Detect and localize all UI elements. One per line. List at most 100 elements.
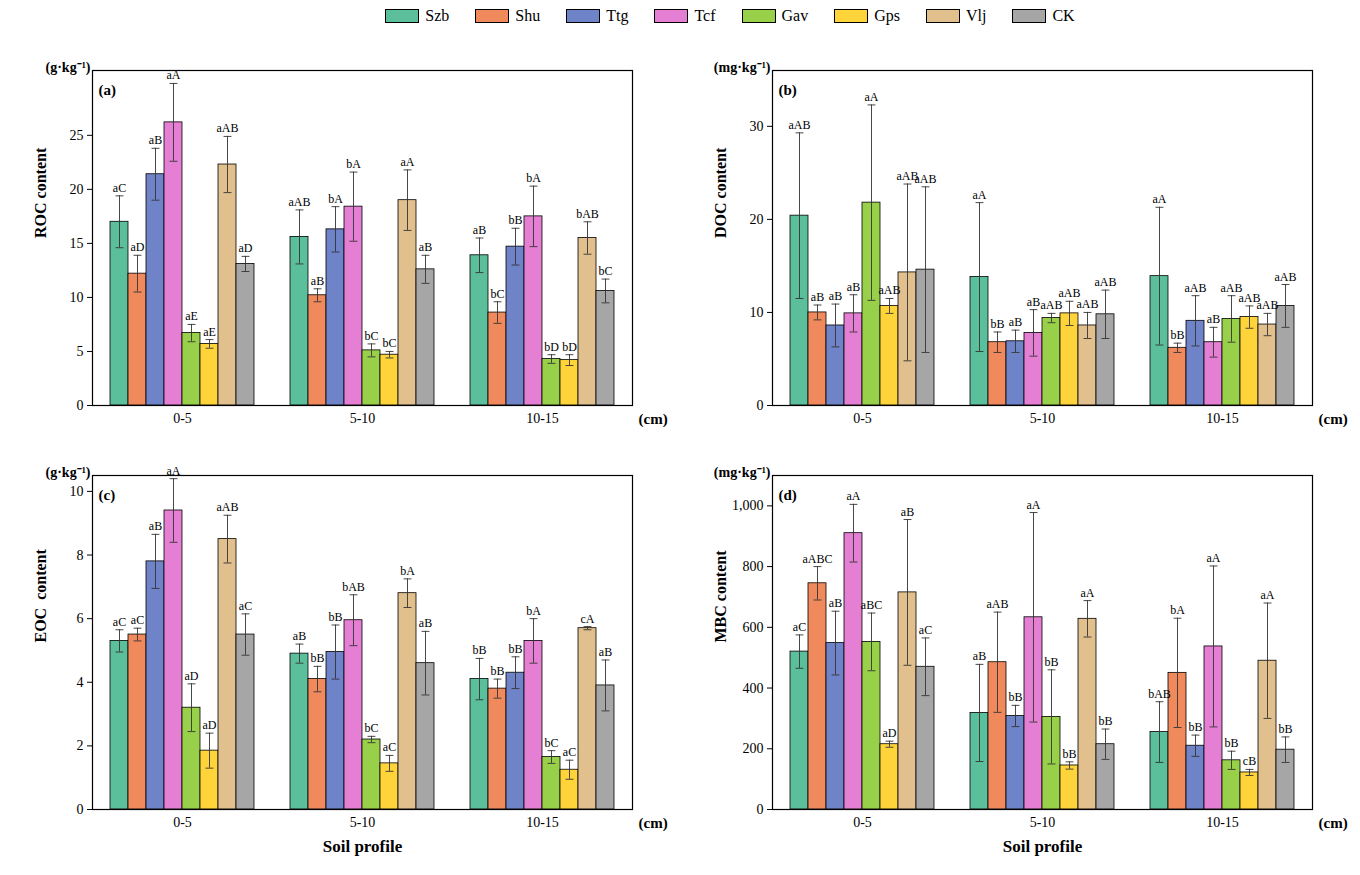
svg-text:aAB: aAB: [1185, 281, 1207, 295]
svg-text:aC: aC: [113, 181, 126, 195]
svg-text:20: 20: [750, 212, 764, 227]
svg-text:bB: bB: [472, 643, 486, 657]
svg-text:10-15: 10-15: [1206, 815, 1239, 830]
svg-text:EOC content: EOC content: [32, 549, 49, 643]
svg-text:bB: bB: [328, 610, 342, 624]
svg-text:aB: aB: [599, 645, 612, 659]
svg-text:bA: bA: [400, 564, 415, 578]
svg-text:aB: aB: [829, 289, 842, 303]
svg-text:10: 10: [750, 305, 764, 320]
svg-text:aD: aD: [203, 718, 217, 732]
svg-text:aB: aB: [149, 133, 162, 147]
svg-text:aAB: aAB: [289, 195, 311, 209]
svg-text:aAB: aAB: [1077, 297, 1099, 311]
svg-text:(mg·kg⁻¹): (mg·kg⁻¹): [714, 60, 771, 76]
svg-text:Soil profile: Soil profile: [1003, 837, 1083, 856]
svg-text:bB: bB: [1062, 747, 1076, 761]
svg-text:aC: aC: [919, 623, 932, 637]
svg-text:0-5: 0-5: [853, 411, 872, 426]
svg-text:aA: aA: [1153, 192, 1167, 206]
svg-text:aB: aB: [829, 596, 842, 610]
svg-text:aA: aA: [1261, 588, 1275, 602]
svg-text:aB: aB: [311, 274, 324, 288]
svg-text:(cm): (cm): [639, 815, 668, 832]
svg-text:aB: aB: [1027, 295, 1040, 309]
svg-text:0: 0: [757, 398, 764, 413]
svg-text:bC: bC: [598, 264, 612, 278]
svg-text:bB: bB: [508, 642, 522, 656]
svg-text:aC: aC: [239, 599, 252, 613]
svg-text:aA: aA: [973, 188, 987, 202]
svg-text:bA: bA: [526, 171, 541, 185]
svg-text:5-10: 5-10: [1030, 815, 1056, 830]
svg-text:aB: aB: [419, 616, 432, 630]
svg-text:aC: aC: [793, 620, 806, 634]
svg-text:aB: aB: [847, 280, 860, 294]
svg-text:bAB: bAB: [1148, 687, 1171, 701]
svg-text:20: 20: [70, 182, 84, 197]
svg-text:bAB: bAB: [342, 580, 365, 594]
svg-text:aC: aC: [383, 740, 396, 754]
svg-text:bB: bB: [310, 651, 324, 665]
svg-text:aD: aD: [131, 240, 145, 254]
svg-text:aA: aA: [401, 155, 415, 169]
svg-text:aAB: aAB: [1041, 298, 1063, 312]
svg-text:aB: aB: [419, 240, 432, 254]
svg-text:aA: aA: [1207, 551, 1221, 565]
svg-text:aC: aC: [113, 615, 126, 629]
svg-text:(g·kg⁻¹): (g·kg⁻¹): [46, 60, 91, 76]
svg-text:(g·kg⁻¹): (g·kg⁻¹): [46, 465, 91, 481]
svg-text:aC: aC: [563, 745, 576, 759]
svg-text:aA: aA: [847, 489, 861, 503]
svg-text:30: 30: [750, 119, 764, 134]
svg-text:bB: bB: [990, 317, 1004, 331]
svg-text:aA: aA: [865, 90, 879, 104]
svg-text:10-15: 10-15: [1206, 411, 1239, 426]
svg-text:bB: bB: [490, 664, 504, 678]
svg-text:bC: bC: [544, 736, 558, 750]
svg-text:4: 4: [77, 675, 84, 690]
svg-text:10-15: 10-15: [526, 815, 559, 830]
svg-text:15: 15: [70, 236, 84, 251]
svg-text:bC: bC: [490, 287, 504, 301]
svg-text:(cm): (cm): [1319, 411, 1348, 428]
svg-text:Soil profile: Soil profile: [323, 837, 403, 856]
svg-text:(mg·kg⁻¹): (mg·kg⁻¹): [714, 465, 771, 481]
svg-text:bB: bB: [1044, 655, 1058, 669]
svg-text:200: 200: [743, 741, 764, 756]
svg-text:0-5: 0-5: [173, 815, 192, 830]
svg-text:aA: aA: [1081, 586, 1095, 600]
svg-text:(cm): (cm): [639, 411, 668, 428]
svg-text:(c): (c): [99, 487, 116, 504]
svg-text:aABC: aABC: [803, 552, 833, 566]
svg-text:aAB: aAB: [879, 283, 901, 297]
svg-text:bAB: bAB: [576, 207, 599, 221]
svg-text:600: 600: [743, 620, 764, 635]
svg-text:8: 8: [77, 548, 84, 563]
svg-text:MBC content: MBC content: [712, 550, 729, 643]
svg-text:aB: aB: [473, 223, 486, 237]
svg-text:5-10: 5-10: [350, 815, 376, 830]
svg-text:aD: aD: [239, 241, 253, 255]
svg-text:800: 800: [743, 559, 764, 574]
svg-text:0: 0: [77, 398, 84, 413]
svg-text:400: 400: [743, 681, 764, 696]
svg-text:bA: bA: [526, 604, 541, 618]
svg-text:cB: cB: [1243, 754, 1256, 768]
svg-text:aB: aB: [811, 290, 824, 304]
svg-text:1,000: 1,000: [732, 498, 764, 513]
svg-text:aB: aB: [901, 505, 914, 519]
svg-text:bB: bB: [1098, 714, 1112, 728]
svg-text:aD: aD: [883, 726, 897, 740]
svg-text:(d): (d): [779, 487, 797, 504]
svg-text:2: 2: [77, 738, 84, 753]
svg-text:aB: aB: [1207, 312, 1220, 326]
svg-text:cA: cA: [581, 612, 595, 626]
svg-text:aAB: aAB: [217, 500, 239, 514]
svg-text:aBC: aBC: [861, 598, 882, 612]
svg-text:aD: aD: [185, 669, 199, 683]
svg-text:0-5: 0-5: [173, 411, 192, 426]
svg-text:bC: bC: [364, 721, 378, 735]
svg-text:(b): (b): [779, 82, 797, 99]
svg-text:aB: aB: [149, 519, 162, 533]
